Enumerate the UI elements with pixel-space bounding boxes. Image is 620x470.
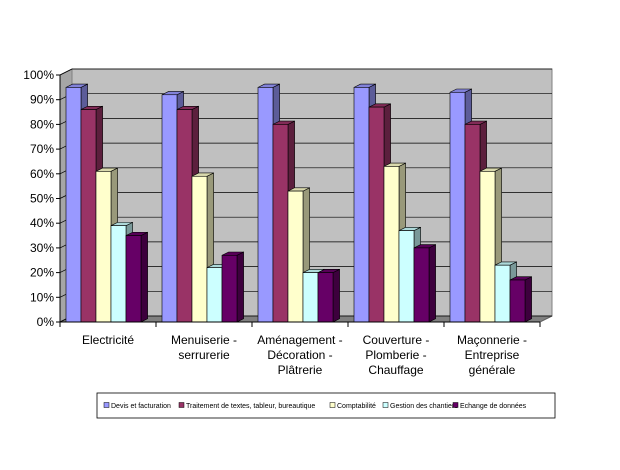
legend-label: Gestion des chantiers [390, 403, 458, 410]
category-label-line: Aménagement - [257, 333, 342, 347]
y-tick-label: 50% [30, 192, 54, 206]
bar-front [464, 124, 481, 323]
legend-box [96, 392, 556, 419]
category-label-line: Décoration - [267, 348, 332, 362]
category-label-line: Maçonnerie - [457, 333, 527, 347]
bar-front [353, 87, 370, 323]
bar [317, 268, 340, 323]
bar-front [191, 175, 208, 323]
bar-front [449, 91, 466, 323]
bar-side [524, 276, 532, 323]
legend-label: Comptabilité [337, 403, 376, 410]
category-label: Maçonnerie -Entreprise générale [457, 333, 527, 377]
bar-side [428, 244, 436, 323]
legend-swatch [178, 402, 185, 408]
category-label-line: Couverture - [363, 333, 430, 347]
bar-front [161, 94, 178, 323]
bar [479, 167, 502, 323]
legend-swatch [329, 402, 336, 408]
bar-front [509, 279, 526, 323]
category-label-line: Chauffage [368, 363, 423, 377]
y-tick-label: 10% [30, 290, 54, 304]
bar-front [413, 247, 430, 323]
bar-front [80, 109, 97, 323]
bar-side [332, 268, 340, 323]
bar-front [479, 171, 496, 323]
bar-front [110, 225, 127, 323]
bar [509, 276, 532, 323]
category-label-line: Entreprise [465, 348, 520, 362]
y-tick-label: 70% [30, 142, 54, 156]
bar-front [287, 190, 304, 323]
y-axis: 0% 10% 20% 30% 40% 50% 60% 70% 80% 90% 100% [23, 68, 61, 329]
gridline-diagonal [59, 68, 73, 76]
category-label-line: Plomberie - [365, 348, 426, 362]
bar-side [236, 251, 244, 323]
category-label-line: Plâtrerie [278, 363, 323, 377]
category-label: Electricité [82, 333, 134, 347]
category-label-line: générale [469, 363, 516, 377]
y-tick-label: 80% [30, 117, 54, 131]
y-tick-label: 30% [30, 241, 54, 255]
legend-label: Echange de données [460, 403, 527, 410]
bar-front [398, 230, 415, 323]
legend-swatch [382, 402, 389, 408]
bar-front [176, 109, 193, 323]
bar-side [140, 231, 148, 323]
bar-front [317, 272, 334, 323]
bar-front [221, 255, 238, 323]
category-label: Couverture -Plomberie -Chauffage [363, 333, 430, 377]
x-axis: Electricité Menuiserie -serrurerie Aménage… [59, 321, 541, 377]
bar-front [125, 235, 142, 323]
bar [125, 231, 148, 323]
y-tick-label: 90% [30, 93, 54, 107]
bar [221, 251, 244, 323]
y-tick-label: 40% [30, 216, 54, 230]
category-label-line: Electricité [82, 333, 134, 347]
bar-front [257, 87, 274, 323]
bar-front [302, 272, 319, 323]
legend: Devis et facturation Traitement de textes… [96, 392, 556, 419]
y-tick-label: 0% [37, 315, 55, 329]
legend-swatch [452, 402, 459, 408]
legend-label: Devis et facturation [111, 403, 171, 410]
bar-front [206, 267, 223, 323]
bar-front [494, 264, 511, 323]
y-tick-label: 60% [30, 167, 54, 181]
bar-front [272, 124, 289, 323]
y-tick-label: 100% [23, 68, 54, 82]
category-label-line: Menuiserie - [171, 333, 237, 347]
legend-swatch [103, 402, 110, 408]
bar-front [383, 166, 400, 323]
bars [65, 83, 532, 323]
y-tick-label: 20% [30, 266, 54, 280]
legend-label: Traitement de textes, tableur, bureautiq… [186, 403, 315, 410]
category-label: Aménagement -Décoration -Plâtrerie [257, 333, 342, 377]
bar-front [368, 106, 385, 323]
category-label-line: serrurerie [178, 348, 230, 362]
category-label: Menuiserie -serrurerie [171, 333, 237, 362]
bar-front [95, 171, 112, 323]
bar [413, 244, 436, 323]
bar-front [65, 87, 82, 323]
